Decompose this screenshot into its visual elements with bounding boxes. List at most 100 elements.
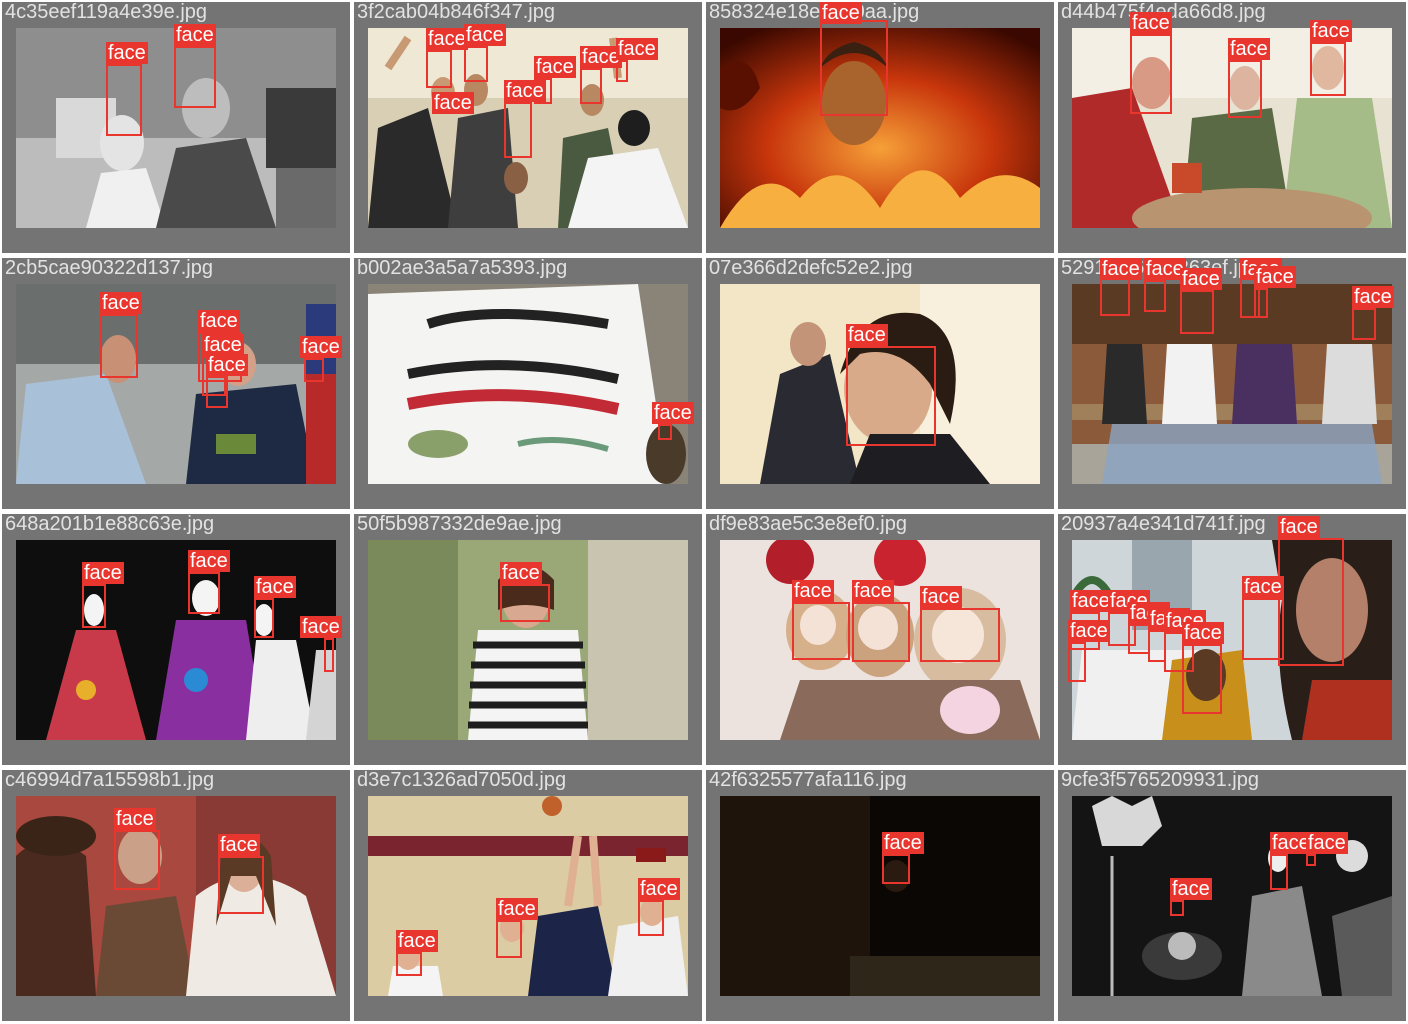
face-label: face xyxy=(820,2,862,24)
filename-label: df9e83ae5c3e8ef0.jpg xyxy=(709,514,907,535)
face-label: face xyxy=(534,56,576,78)
face-bounding-box xyxy=(1068,642,1086,682)
face-bounding-box xyxy=(324,638,334,672)
photo xyxy=(720,28,1040,228)
face-label: face xyxy=(1228,38,1270,60)
face-label: face xyxy=(846,324,888,346)
face-bounding-box xyxy=(1100,274,1130,316)
filename-label: 42f6325577afa116.jpg xyxy=(709,770,907,791)
face-label: face xyxy=(920,586,962,608)
face-bounding-box xyxy=(1164,632,1194,672)
face-label: face xyxy=(106,42,148,64)
filename-label: 648a201b1e88c63e.jpg xyxy=(5,514,215,535)
face-bounding-box xyxy=(846,346,936,446)
face-bounding-box xyxy=(1254,288,1268,318)
filename-label: 2cb5cae90322d137.jpg xyxy=(5,258,213,279)
tile: b002ae3a5a7a5393.jpg face xyxy=(354,258,702,509)
face-label: face xyxy=(1310,20,1352,42)
face-bounding-box xyxy=(1310,42,1346,96)
face-bounding-box xyxy=(1130,34,1172,114)
face-label: face xyxy=(1352,286,1394,308)
scene-dark-room xyxy=(720,796,1040,996)
face-bounding-box xyxy=(882,854,910,884)
face-label: face xyxy=(500,562,542,584)
photo xyxy=(1072,796,1392,996)
face-label: face xyxy=(100,292,142,314)
photo xyxy=(16,284,336,484)
tile: 50f5b987332de9ae.jpg face xyxy=(354,514,702,765)
face-bounding-box xyxy=(496,920,522,958)
photo xyxy=(1072,540,1392,740)
tile: 52910fa6a18263ef.jpg facefacefacefacefac… xyxy=(1058,258,1406,509)
scene-fire-demon xyxy=(720,28,1040,228)
face-bounding-box xyxy=(658,424,672,440)
tile: df9e83ae5c3e8ef0.jpg face face face xyxy=(706,514,1054,765)
face-bounding-box xyxy=(1182,644,1222,714)
tile: 20937a4e341d741f.jpg face face face face fac… xyxy=(1058,514,1406,765)
face-label: face xyxy=(1144,258,1186,280)
face-label: face xyxy=(1278,516,1320,538)
filename-label: 4c35eef119a4e39e.jpg xyxy=(5,2,208,23)
face-label: face xyxy=(206,354,248,376)
tile: 858324e18e3720aa.jpg face xyxy=(706,2,1054,253)
tile: 2cb5cae90322d137.jpg face face face face fac… xyxy=(2,258,350,509)
face-bounding-box xyxy=(188,572,220,614)
face-bounding-box xyxy=(82,584,106,628)
face-label: face xyxy=(1180,268,1222,290)
face-bounding-box xyxy=(426,50,452,88)
face-bounding-box xyxy=(174,46,216,108)
scene-basketball xyxy=(368,796,688,996)
face-bounding-box xyxy=(1306,854,1316,866)
face-label: face xyxy=(114,808,156,830)
photo xyxy=(368,28,688,228)
face-label: face xyxy=(300,336,342,358)
face-bounding-box xyxy=(304,358,324,382)
face-label: face xyxy=(1306,832,1348,854)
face-bounding-box xyxy=(792,602,850,660)
face-bounding-box xyxy=(500,584,550,622)
photo xyxy=(16,540,336,740)
face-bounding-box xyxy=(106,64,142,136)
filename-label: 858324e18e3720aa.jpg xyxy=(709,2,920,23)
face-label: face xyxy=(652,402,694,424)
face-bounding-box xyxy=(396,952,422,976)
face-label: face xyxy=(188,550,230,572)
face-label: face xyxy=(1170,878,1212,900)
scene-mannequins-dresses xyxy=(16,540,336,740)
face-bounding-box xyxy=(114,830,160,890)
face-bounding-box xyxy=(1270,854,1288,890)
face-bounding-box xyxy=(254,598,274,638)
tile: 9cfe3f5765209931.jpg face face face xyxy=(1058,770,1406,1021)
tile: d3e7c1326ad7050d.jpg face face face xyxy=(354,770,702,1021)
face-bounding-box xyxy=(638,900,664,936)
face-bounding-box xyxy=(1228,60,1262,118)
face-label: face xyxy=(1070,590,1112,612)
face-bounding-box xyxy=(100,314,138,378)
scene-dolls xyxy=(720,540,1040,740)
face-label: face xyxy=(496,898,538,920)
face-label: face xyxy=(82,562,124,584)
face-bounding-box xyxy=(820,20,888,116)
face-bounding-box xyxy=(1352,308,1376,340)
face-label: face xyxy=(580,46,622,68)
face-label: face xyxy=(198,310,240,332)
scene-period-drama xyxy=(16,796,336,996)
scene-crowd-cheering xyxy=(368,28,688,228)
photo xyxy=(720,796,1040,996)
face-bounding-box xyxy=(206,376,228,408)
face-bounding-box xyxy=(1180,290,1214,334)
face-label: face xyxy=(300,616,342,638)
filename-label: 9cfe3f5765209931.jpg xyxy=(1061,770,1259,791)
face-bounding-box xyxy=(1170,900,1184,916)
photo xyxy=(720,284,1040,484)
photo xyxy=(1072,284,1392,484)
scene-outdoor-crowd xyxy=(1072,540,1392,740)
filename-label: 07e366d2defc52e2.jpg xyxy=(709,258,913,279)
face-bounding-box xyxy=(218,856,264,914)
face-label: face xyxy=(396,930,438,952)
face-label: face xyxy=(1068,620,1110,642)
face-bounding-box xyxy=(1144,280,1166,312)
filename-label: d3e7c1326ad7050d.jpg xyxy=(357,770,567,791)
